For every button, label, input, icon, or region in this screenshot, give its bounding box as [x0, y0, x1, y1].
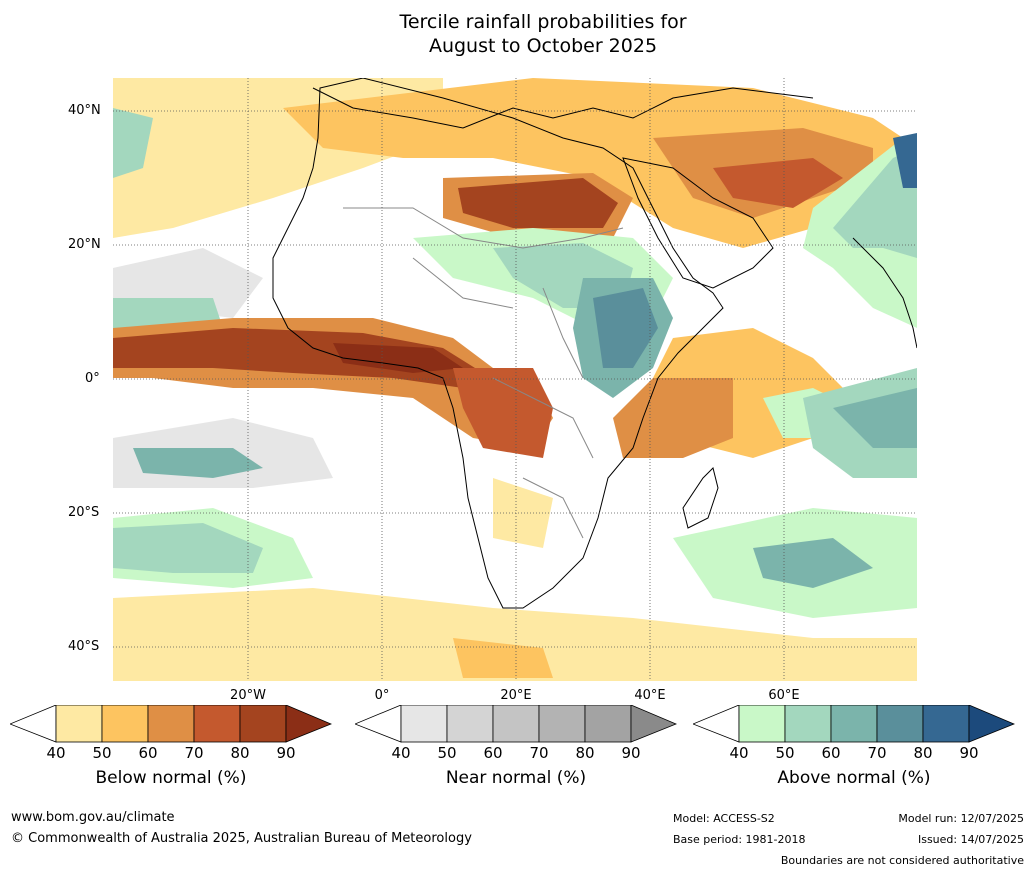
- tick: 40: [46, 744, 66, 762]
- colorbar-above-normal-segment-0: [693, 705, 740, 743]
- tick: 60: [483, 744, 503, 762]
- colorbar-above-normal-segment-2: [784, 705, 832, 743]
- colorbar-near-normal-segment-1: [400, 705, 448, 743]
- tick: 90: [621, 744, 641, 762]
- africa-coastline: [272, 78, 724, 609]
- lat-label-20s: 20°S: [68, 505, 100, 520]
- below-normal-region: [333, 343, 463, 373]
- above-normal-region: [133, 448, 263, 478]
- tick: 60: [821, 744, 841, 762]
- tick: 40: [391, 744, 411, 762]
- colorbar-near-normal-segment-5: [584, 705, 632, 743]
- above-normal-region: [833, 388, 917, 448]
- graticule: [113, 78, 917, 681]
- tick: 70: [867, 744, 887, 762]
- below-normal-region: [113, 588, 917, 681]
- colorbar-above-normal-segment-5: [922, 705, 970, 743]
- colorbar-above-normal-segment-1: [738, 705, 786, 743]
- above-normal-region: [113, 108, 153, 178]
- issued-text: Issued: 14/07/2025: [917, 833, 1024, 846]
- colorbar-above-normal-segment-4: [876, 705, 924, 743]
- lon-label-20w: 20°W: [230, 688, 266, 703]
- above-normal-region: [753, 538, 873, 588]
- below-normal-region: [453, 368, 553, 458]
- rainfall-probability-map: [113, 78, 917, 681]
- above-normal-region: [593, 288, 658, 368]
- colorbar-near-normal: [355, 705, 677, 743]
- lon-label-20e: 20°E: [500, 688, 532, 703]
- tick: 70: [184, 744, 204, 762]
- tick: 50: [775, 744, 795, 762]
- tick: 50: [92, 744, 112, 762]
- colorbar-below-normal-segment-2: [101, 705, 149, 743]
- colorbar-below-normal-segment-5: [239, 705, 287, 743]
- colorbar-above-label: Above normal (%): [777, 768, 931, 788]
- colorbar-below-normal-segment-1: [55, 705, 103, 743]
- india-coastline: [852, 237, 917, 349]
- model-run-text: Model run: 12/07/2025: [898, 812, 1024, 825]
- tick: 70: [529, 744, 549, 762]
- boundaries-disclaimer: Boundaries are not considered authoritat…: [780, 854, 1024, 867]
- below-normal-region: [453, 638, 553, 678]
- arabia-coastline: [622, 157, 774, 289]
- europe-coastline: [312, 87, 814, 129]
- country-borders: [343, 207, 624, 539]
- base-period-text: Base period: 1981-2018: [673, 833, 806, 846]
- model-text: Model: ACCESS-S2: [673, 812, 775, 825]
- colorbar-below-normal-segment-4: [193, 705, 241, 743]
- lon-label-0: 0°: [374, 688, 390, 703]
- below-normal-region: [113, 328, 483, 388]
- below-normal-region: [713, 158, 843, 208]
- colorbar-below-normal-segment-6: [285, 705, 332, 743]
- colorbar-below-label: Below normal (%): [95, 768, 247, 788]
- colorbar-above-normal: [693, 705, 1015, 743]
- lon-label-60e: 60°E: [768, 688, 800, 703]
- below-normal-region: [613, 378, 733, 458]
- above-normal-region: [113, 523, 263, 573]
- tick: 90: [959, 744, 979, 762]
- colorbar-above-normal-segment-3: [830, 705, 878, 743]
- title-line-2: August to October 2025: [428, 35, 658, 57]
- above-normal-region: [833, 148, 917, 258]
- tick: 40: [729, 744, 749, 762]
- lat-label-40n: 40°N: [68, 103, 101, 118]
- map-title: Tercile rainfall probabilities for Augus…: [0, 10, 1035, 58]
- map-canvas: [113, 78, 917, 681]
- tick: 90: [276, 744, 296, 762]
- above-normal-region: [893, 133, 917, 188]
- lat-label-20n: 20°N: [68, 237, 101, 252]
- tick: 80: [913, 744, 933, 762]
- colorbar-near-normal-segment-4: [538, 705, 586, 743]
- colorbar-near-normal-segment-6: [630, 705, 677, 743]
- colorbar-above-normal-segment-6: [968, 705, 1015, 743]
- colorbar-near-normal-segment-2: [446, 705, 494, 743]
- tick: 60: [138, 744, 158, 762]
- colorbar-below-normal-segment-0: [10, 705, 57, 743]
- colorbar-below-normal-segment-3: [147, 705, 195, 743]
- tick: 80: [230, 744, 250, 762]
- below-normal-region: [458, 178, 618, 228]
- website-link[interactable]: www.bom.gov.au/climate: [11, 810, 175, 825]
- lon-label-40e: 40°E: [634, 688, 666, 703]
- copyright-text: © Commonwealth of Australia 2025, Austra…: [11, 831, 472, 846]
- colorbar-below-normal: [10, 705, 332, 743]
- lat-label-0: 0°: [85, 371, 100, 386]
- below-normal-region: [493, 478, 553, 548]
- tick: 50: [437, 744, 457, 762]
- colorbar-near-normal-segment-3: [492, 705, 540, 743]
- tick: 80: [575, 744, 595, 762]
- colorbar-near-normal-segment-0: [355, 705, 402, 743]
- colorbar-near-label: Near normal (%): [445, 768, 587, 788]
- lat-label-40s: 40°S: [68, 639, 100, 654]
- madagascar-coastline: [682, 467, 719, 529]
- title-line-1: Tercile rainfall probabilities for: [399, 11, 687, 33]
